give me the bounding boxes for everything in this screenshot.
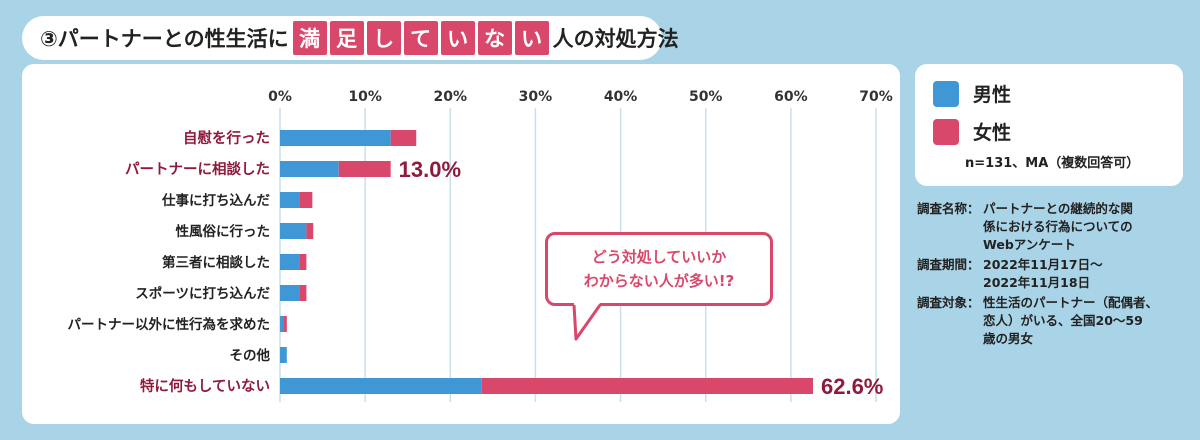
data-label: 62.6% bbox=[821, 374, 883, 399]
x-tick-label: 10% bbox=[348, 89, 382, 105]
bar-female bbox=[390, 130, 417, 146]
legend: 男性 女性 n=131、MA（複数回答可） bbox=[915, 64, 1183, 186]
x-tick-label: 70% bbox=[859, 89, 893, 105]
title-highlight-char: い bbox=[440, 21, 475, 55]
title-highlight: 満 足 し て い な い bbox=[292, 21, 549, 55]
survey-line: 2022年11月18日 bbox=[983, 275, 1091, 290]
legend-swatch bbox=[933, 118, 959, 145]
survey-row: 調査期間： 2022年11月17日〜 2022年11月18日 bbox=[917, 256, 1187, 292]
survey-info: 調査名称： パートナーとの継続的な関 係における行為についての Webアンケート… bbox=[917, 200, 1187, 350]
x-tick-label: 50% bbox=[689, 89, 723, 105]
legend-item-female: 女性 bbox=[933, 118, 1011, 145]
title-highlight-char: 足 bbox=[329, 21, 364, 55]
bar-female bbox=[306, 223, 314, 239]
survey-line: 恋人）がいる、全国20〜59 bbox=[983, 313, 1143, 328]
bar-female bbox=[283, 316, 287, 332]
legend-swatch bbox=[933, 80, 959, 107]
bar-female bbox=[481, 378, 813, 394]
bar-male bbox=[280, 316, 284, 332]
bar-male bbox=[280, 378, 482, 394]
bar-male bbox=[280, 192, 300, 208]
bar-male bbox=[280, 130, 391, 146]
legend-label: 女性 bbox=[973, 122, 1012, 144]
bar-female bbox=[299, 192, 313, 208]
category-label: パートナーに相談した bbox=[125, 160, 270, 178]
chart-title: ③パートナーとの性生活に 満 足 し て い な い 人の対処方法 bbox=[22, 16, 679, 60]
category-label: 仕事に打ち込んだ bbox=[161, 192, 270, 209]
callout-bubble: どう対処していいか わからない人が多い!? bbox=[545, 232, 773, 306]
bar-male bbox=[280, 161, 339, 177]
title-prefix: ③パートナーとの性生活に bbox=[40, 27, 289, 51]
survey-key: 調査名称： bbox=[917, 201, 980, 216]
survey-row: 調査名称： パートナーとの継続的な関 係における行為についての Webアンケート bbox=[917, 200, 1187, 254]
category-label: 性風俗に行った bbox=[176, 223, 271, 240]
category-label: パートナー以外に性行為を求めた bbox=[68, 316, 271, 333]
bar-female bbox=[338, 161, 391, 177]
legend-item-male: 男性 bbox=[933, 80, 1011, 107]
category-label: 特に何もしていない bbox=[140, 377, 270, 395]
survey-line: 2022年11月17日〜 bbox=[983, 257, 1103, 272]
category-label: その他 bbox=[230, 347, 271, 364]
bar-chart: 0% 10% 20% 30% 40% 50% 60% 70% 自慰を行ったパートナーに相談した仕… bbox=[68, 89, 893, 402]
x-tick-label: 0% bbox=[268, 89, 292, 105]
bar-female bbox=[299, 285, 307, 301]
survey-line: Webアンケート bbox=[983, 237, 1076, 252]
title-highlight-char: 満 bbox=[292, 21, 327, 55]
title-highlight-char: し bbox=[366, 21, 401, 55]
x-tick-label: 40% bbox=[604, 89, 638, 105]
title-highlight-char: な bbox=[477, 21, 512, 55]
survey-line: パートナーとの継続的な関 bbox=[983, 201, 1133, 216]
bar-male bbox=[280, 285, 300, 301]
title-suffix: 人の対処方法 bbox=[552, 27, 679, 51]
survey-row: 調査対象： 性生活のパートナー（配偶者、 恋人）がいる、全国20〜59 歳の男女 bbox=[917, 294, 1187, 348]
title-highlight-char: て bbox=[403, 21, 438, 55]
bar-male bbox=[280, 223, 307, 239]
callout-tail bbox=[572, 303, 602, 341]
x-tick-label: 20% bbox=[434, 89, 468, 105]
title-highlight-char: い bbox=[514, 21, 549, 55]
callout-line: わからない人が多い!? bbox=[583, 272, 735, 290]
survey-value: 2022年11月17日〜 2022年11月18日 bbox=[983, 256, 1187, 292]
survey-key: 調査期間： bbox=[917, 257, 980, 272]
bar-male bbox=[280, 347, 287, 363]
x-tick-label: 60% bbox=[774, 89, 808, 105]
survey-line: 係における行為についての bbox=[983, 219, 1133, 234]
survey-value: 性生活のパートナー（配偶者、 恋人）がいる、全国20〜59 歳の男女 bbox=[983, 294, 1187, 348]
survey-line: 歳の男女 bbox=[983, 331, 1034, 346]
survey-value: パートナーとの継続的な関 係における行為についての Webアンケート bbox=[983, 200, 1187, 254]
callout-line: どう対処していいか bbox=[591, 248, 727, 266]
bar-male bbox=[280, 254, 300, 270]
bar-female bbox=[299, 254, 307, 270]
category-label: 第三者に相談した bbox=[162, 254, 270, 271]
category-label: スポーツに打ち込んだ bbox=[135, 285, 270, 302]
survey-key: 調査対象： bbox=[917, 295, 980, 310]
x-tick-label: 30% bbox=[519, 89, 553, 105]
legend-label: 男性 bbox=[973, 84, 1012, 106]
data-label: 13.0% bbox=[399, 157, 461, 182]
category-label: 自慰を行った bbox=[183, 129, 270, 147]
sample-note: n=131、MA（複数回答可） bbox=[965, 156, 1140, 171]
survey-line: 性生活のパートナー（配偶者、 bbox=[983, 295, 1159, 310]
